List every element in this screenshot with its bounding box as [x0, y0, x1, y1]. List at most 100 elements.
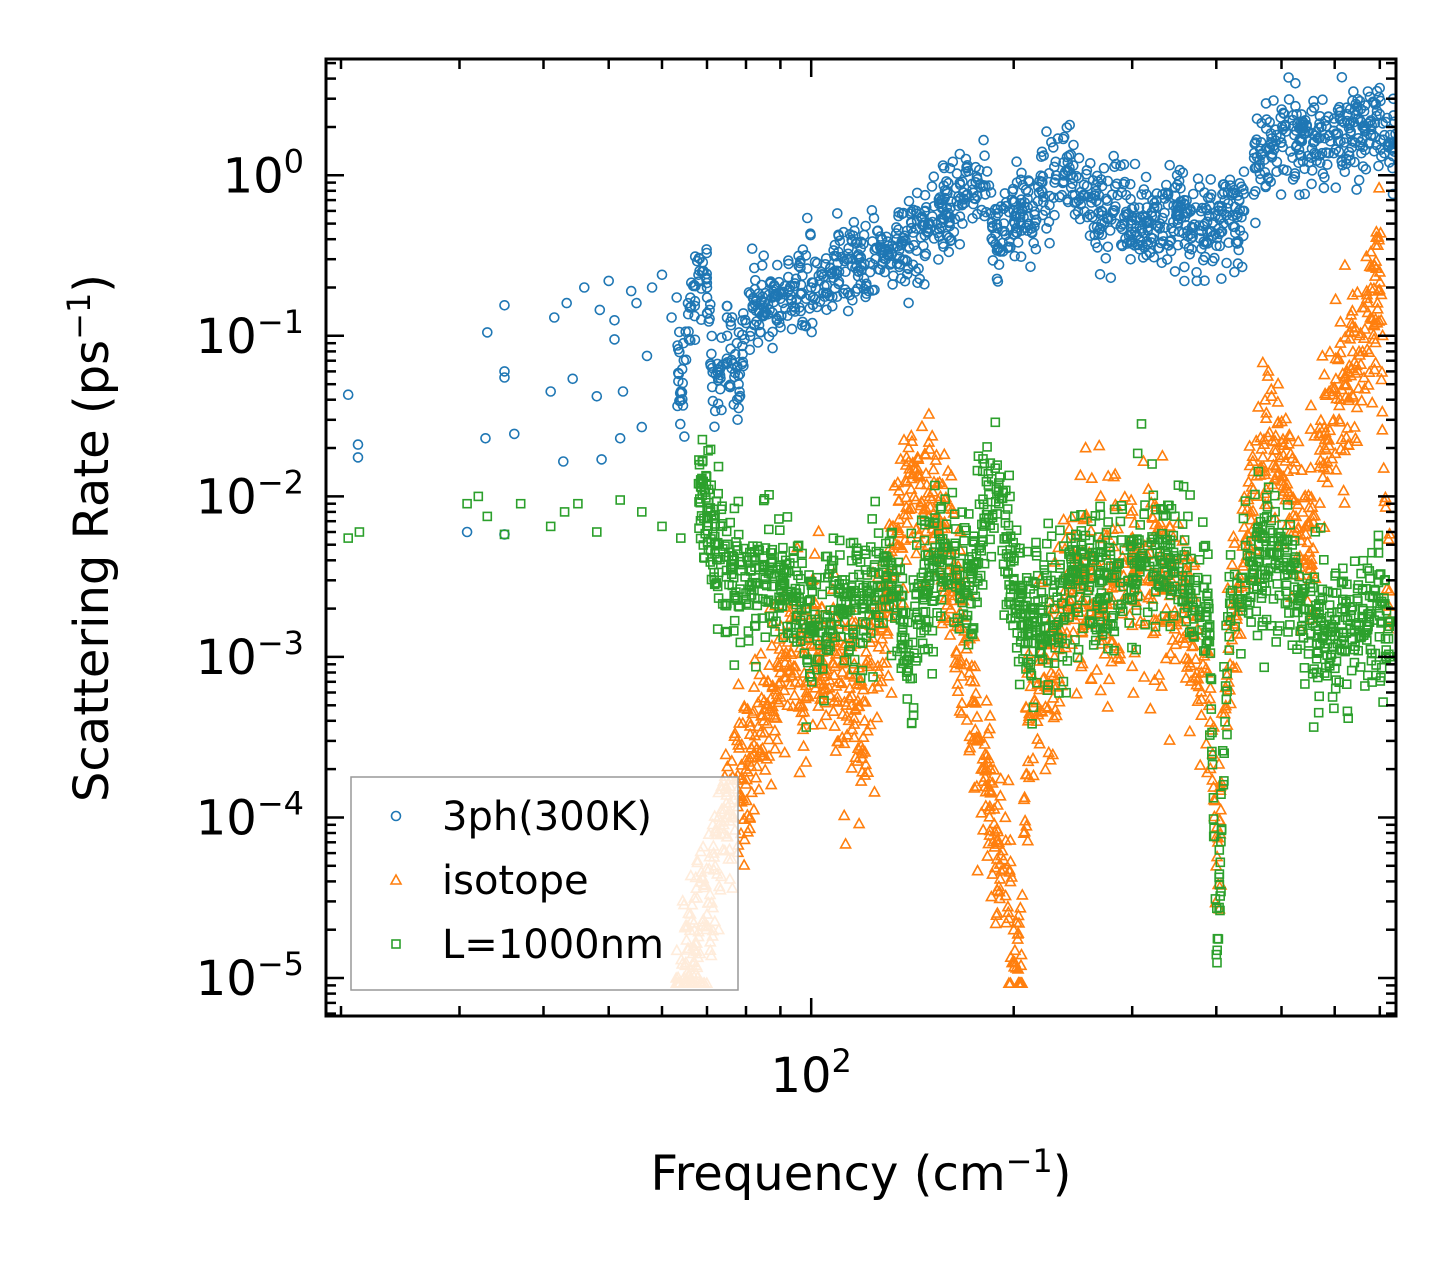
- data-point: [828, 719, 842, 731]
- data-point: [1206, 674, 1217, 685]
- data-point: [721, 330, 733, 342]
- data-point: [993, 891, 1007, 904]
- data-point: [918, 447, 932, 459]
- data-point: [919, 625, 929, 636]
- data-point: [918, 219, 930, 231]
- data-point: [968, 537, 979, 547]
- data-point: [1241, 527, 1255, 540]
- data-point: [1338, 258, 1352, 270]
- data-point: [1201, 204, 1213, 216]
- data-point: [1277, 124, 1288, 135]
- data-point: [1302, 515, 1315, 527]
- data-point: [898, 533, 912, 545]
- data-point: [1299, 188, 1311, 200]
- data-point: [969, 686, 983, 699]
- data-point: [751, 578, 762, 589]
- data-point: [1028, 237, 1039, 249]
- data-point: [744, 330, 756, 342]
- data-point: [788, 688, 801, 701]
- data-point: [1355, 116, 1367, 128]
- data-point: [1118, 178, 1129, 190]
- data-point: [892, 484, 906, 496]
- data-point: [1191, 266, 1202, 278]
- data-point: [941, 185, 953, 197]
- data-point: [897, 254, 909, 266]
- data-point: [845, 698, 859, 710]
- data-point: [961, 615, 972, 625]
- data-point: [1029, 221, 1040, 232]
- data-point: [1188, 602, 1198, 613]
- data-point: [1284, 608, 1294, 618]
- data-point: [1289, 607, 1300, 618]
- data-point: [825, 262, 836, 274]
- data-point: [1228, 536, 1241, 548]
- data-point: [1148, 601, 1158, 612]
- data-point: [1313, 420, 1327, 433]
- data-point: [1087, 550, 1098, 561]
- data-point: [1299, 584, 1310, 594]
- data-point: [827, 656, 840, 669]
- data-point: [1368, 259, 1382, 271]
- data-point: [1026, 670, 1037, 681]
- data-point: [860, 565, 871, 575]
- data-point: [985, 889, 998, 902]
- data-point: [1375, 676, 1386, 686]
- data-point: [918, 240, 929, 252]
- data-point: [906, 467, 919, 480]
- data-point: [1111, 521, 1125, 534]
- data-point: [1342, 706, 1353, 717]
- data-point: [993, 486, 1004, 497]
- data-point: [838, 287, 850, 299]
- data-point: [971, 864, 984, 876]
- data-point: [1266, 515, 1276, 526]
- data-point: [1147, 556, 1158, 567]
- data-point: [1118, 606, 1128, 617]
- data-point: [1232, 258, 1244, 269]
- data-point: [743, 821, 757, 834]
- data-point: [998, 559, 1009, 570]
- data-point: [717, 518, 728, 529]
- data-point: [770, 687, 784, 700]
- data-point: [1293, 157, 1304, 169]
- data-point: [705, 360, 717, 372]
- data-point: [760, 632, 771, 643]
- data-point: [1230, 237, 1242, 248]
- data-point: [1048, 650, 1061, 662]
- data-point: [1199, 661, 1213, 674]
- data-point: [1229, 221, 1241, 233]
- data-point: [1103, 517, 1113, 527]
- data-point: [739, 314, 751, 326]
- data-point: [1374, 226, 1387, 238]
- data-point: [1352, 105, 1364, 117]
- data-point: [782, 271, 794, 283]
- data-point: [931, 218, 943, 230]
- data-point: [928, 171, 940, 182]
- data-point: [990, 908, 1003, 921]
- data-point: [1165, 245, 1177, 257]
- data-point: [1291, 521, 1305, 534]
- data-point: [1375, 405, 1389, 417]
- data-point: [1041, 126, 1052, 137]
- data-point: [782, 621, 793, 632]
- data-point: [1384, 649, 1394, 660]
- data-point: [1095, 539, 1105, 550]
- data-point: [1322, 433, 1336, 445]
- data-point: [1168, 622, 1182, 634]
- data-point: [671, 292, 683, 303]
- data-point: [729, 615, 740, 626]
- data-point: [1148, 490, 1159, 501]
- data-point: [763, 524, 774, 535]
- data-point: [1129, 158, 1141, 170]
- data-point: [1215, 891, 1225, 901]
- data-point: [835, 665, 849, 677]
- data-point: [804, 303, 816, 314]
- data-point: [1247, 569, 1258, 580]
- data-point: [729, 371, 740, 383]
- data-point: [1057, 177, 1068, 189]
- data-point: [1260, 406, 1273, 418]
- data-point: [761, 580, 772, 591]
- data-point: [794, 302, 805, 313]
- data-point: [696, 511, 707, 521]
- data-point: [1168, 568, 1178, 578]
- data-point: [780, 303, 791, 315]
